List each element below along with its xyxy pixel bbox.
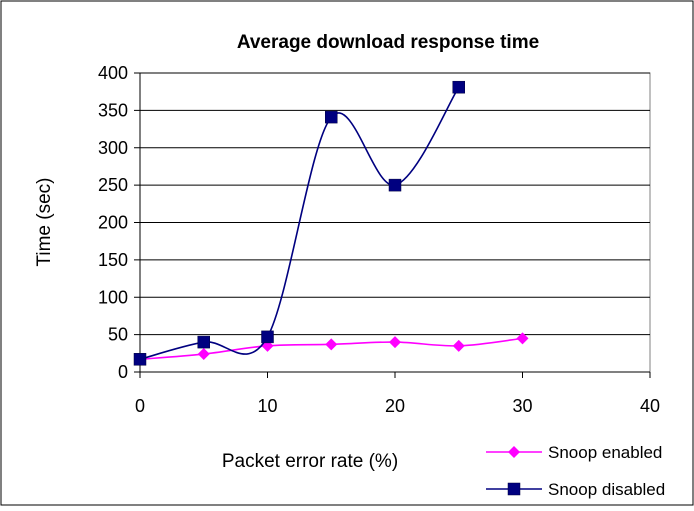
legend-swatch-marker xyxy=(507,482,521,496)
x-axis-ticks: 0 10 20 30 40 xyxy=(135,372,660,416)
series-snoop-disabled xyxy=(133,80,465,366)
data-point-snoop-disabled xyxy=(452,80,465,94)
series-snoop-enabled xyxy=(134,332,529,366)
chart-title: Average download response time xyxy=(237,32,539,53)
x-tick-label: 40 xyxy=(640,396,660,416)
x-tick-label: 30 xyxy=(512,396,532,416)
y-tick-label: 150 xyxy=(98,250,128,270)
y-tick-label: 350 xyxy=(98,100,128,120)
data-point-snoop-enabled xyxy=(325,338,338,351)
y-tick-label: 250 xyxy=(98,175,128,195)
data-point-snoop-enabled xyxy=(516,332,529,345)
data-point-snoop-disabled xyxy=(197,335,210,349)
x-tick-label: 10 xyxy=(257,396,277,416)
y-axis-label: Time (sec) xyxy=(34,177,55,266)
y-tick-label: 0 xyxy=(118,362,128,382)
series-layer xyxy=(133,80,529,366)
x-axis-label: Packet error rate (%) xyxy=(222,451,398,472)
x-tick-label: 0 xyxy=(135,396,145,416)
data-point-snoop-disabled xyxy=(388,178,402,192)
y-axis-ticks: 0 50 100 150 200 250 300 350 400 xyxy=(98,63,140,382)
legend-label: Snoop enabled xyxy=(548,443,662,462)
legend-entry: Snoop enabled xyxy=(486,443,662,462)
data-point-snoop-disabled xyxy=(133,353,147,366)
y-tick-label: 300 xyxy=(98,138,128,158)
y-tick-label: 50 xyxy=(108,325,128,345)
data-point-snoop-enabled xyxy=(452,339,465,352)
legend-swatch-marker xyxy=(508,446,520,458)
y-tick-label: 200 xyxy=(98,213,128,233)
y-tick-label: 400 xyxy=(98,63,128,83)
data-point-snoop-enabled xyxy=(389,336,401,349)
legend-label: Snoop disabled xyxy=(548,480,665,499)
data-point-snoop-disabled xyxy=(261,330,274,344)
legend-entry: Snoop disabled xyxy=(486,480,665,499)
x-tick-label: 20 xyxy=(385,396,405,416)
data-point-snoop-enabled xyxy=(197,348,210,361)
legend: Snoop enabled Snoop disabled xyxy=(486,443,665,499)
y-tick-label: 100 xyxy=(98,287,128,307)
data-point-snoop-disabled xyxy=(325,110,338,124)
